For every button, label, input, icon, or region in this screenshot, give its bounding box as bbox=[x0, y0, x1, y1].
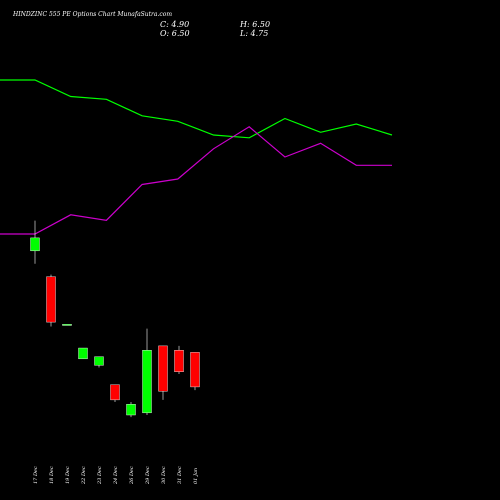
candle-body bbox=[110, 384, 120, 401]
indicator-line-2 bbox=[0, 126, 392, 235]
date-label: 26 Dec bbox=[129, 466, 135, 485]
candle-body bbox=[30, 237, 40, 252]
indicator-lines bbox=[0, 79, 393, 235]
candle-body bbox=[78, 347, 88, 360]
candle bbox=[78, 347, 88, 360]
candle-body bbox=[142, 350, 152, 414]
high-value: H: 6.50 bbox=[239, 20, 270, 29]
chart-title: HINDZINC 555 PE Options Chart MunafaSutr… bbox=[12, 11, 172, 18]
candles bbox=[30, 220, 200, 418]
candle bbox=[142, 328, 152, 415]
candle bbox=[110, 384, 120, 403]
date-axis: 17 Dec 18 Dec 19 Dec 22 Dec 23 Dec 24 Dec 26 D… bbox=[33, 466, 199, 485]
candle-body bbox=[126, 404, 136, 416]
date-label: 29 Dec bbox=[145, 466, 151, 485]
date-label: 19 Dec bbox=[65, 466, 71, 484]
candle bbox=[46, 274, 56, 327]
open-value: O: 6.50 bbox=[160, 29, 190, 38]
date-label: 24 Dec bbox=[113, 466, 119, 485]
candle bbox=[158, 345, 168, 400]
date-label: 18 Dec bbox=[49, 466, 55, 484]
candle-body bbox=[158, 345, 168, 392]
candle bbox=[126, 402, 136, 418]
date-label: 22 Dec bbox=[81, 466, 87, 485]
date-label: 31 Dec bbox=[177, 466, 183, 484]
candle bbox=[190, 352, 200, 391]
candle bbox=[174, 345, 184, 374]
candle bbox=[62, 324, 72, 326]
date-label: 30 Dec bbox=[161, 466, 167, 484]
candle bbox=[94, 356, 104, 368]
date-label: 01 Jan bbox=[193, 468, 199, 484]
date-label: 23 Dec bbox=[97, 466, 103, 485]
candle bbox=[30, 220, 40, 264]
candle-body bbox=[62, 324, 72, 326]
candle-body bbox=[174, 350, 184, 373]
low-value: L: 4.75 bbox=[239, 29, 268, 38]
date-label: 17 Dec bbox=[33, 466, 39, 484]
candle-body bbox=[46, 276, 56, 323]
indicator-line-1 bbox=[0, 79, 393, 139]
candle-body bbox=[94, 356, 104, 366]
close-value: C: 4.90 bbox=[160, 20, 189, 29]
candle-body bbox=[190, 352, 200, 388]
